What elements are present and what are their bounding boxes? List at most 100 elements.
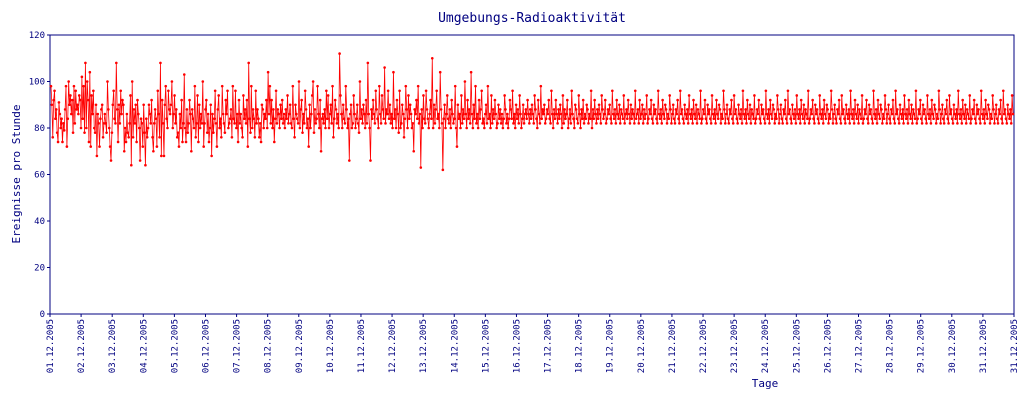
data-point	[349, 103, 353, 107]
data-point	[803, 122, 807, 125]
data-point	[333, 98, 337, 102]
data-point	[137, 126, 141, 130]
x-tick-label: 09.12.2005	[295, 319, 305, 373]
data-point	[609, 117, 612, 120]
data-point	[369, 159, 372, 162]
data-point	[69, 94, 72, 97]
data-point	[226, 89, 229, 93]
data-point	[713, 108, 716, 111]
data-point	[506, 126, 510, 130]
data-point	[875, 122, 879, 125]
data-point	[448, 108, 452, 111]
data-point	[665, 122, 669, 125]
data-point	[925, 122, 928, 125]
data-point	[271, 126, 274, 130]
data-point	[209, 103, 213, 107]
data-point	[76, 103, 79, 107]
data-point	[385, 108, 388, 111]
data-point	[311, 80, 315, 83]
data-point	[531, 112, 535, 116]
data-point	[415, 98, 418, 102]
data-point	[409, 112, 413, 116]
data-point	[229, 108, 233, 111]
data-point	[272, 108, 275, 111]
data-point	[475, 112, 479, 116]
x-tick-label: 21.12.2005	[668, 319, 678, 373]
data-point	[663, 117, 666, 120]
data-point	[154, 117, 158, 120]
data-point	[801, 117, 805, 120]
data-point	[486, 84, 490, 88]
data-point	[730, 98, 733, 102]
data-point	[85, 126, 88, 130]
data-point	[994, 112, 997, 116]
data-point	[234, 89, 237, 93]
data-point	[484, 103, 488, 107]
data-point	[356, 122, 360, 125]
data-point	[152, 122, 156, 125]
data-point	[861, 122, 865, 125]
data-point	[438, 126, 441, 130]
data-point	[117, 103, 121, 107]
data-point	[513, 126, 517, 130]
data-point	[352, 94, 356, 97]
data-point	[483, 126, 486, 130]
data-point	[241, 136, 244, 139]
data-point	[392, 70, 395, 74]
data-point	[643, 117, 647, 120]
data-point	[968, 94, 972, 97]
data-point	[821, 122, 825, 125]
data-point	[667, 117, 671, 120]
data-point	[268, 84, 272, 88]
data-point	[1001, 122, 1004, 125]
data-point	[145, 136, 149, 139]
data-point	[625, 108, 628, 111]
data-point	[89, 145, 93, 148]
x-axis-ticks: 01.12.2005 02.12.2005 03.12.2005 04.12.2005…	[46, 314, 1020, 373]
data-point	[357, 131, 361, 134]
data-point	[602, 117, 605, 120]
data-point	[310, 94, 314, 97]
data-point	[265, 98, 268, 102]
data-point	[687, 94, 691, 97]
data-point	[231, 84, 235, 88]
data-point	[425, 108, 429, 111]
data-point	[62, 129, 66, 132]
data-point	[379, 122, 383, 125]
data-point	[451, 112, 454, 116]
data-point	[729, 112, 732, 116]
data-point	[979, 122, 982, 125]
data-point	[627, 112, 631, 116]
data-point	[833, 103, 837, 107]
data-point	[340, 126, 344, 130]
data-point	[286, 94, 289, 97]
data-point	[562, 122, 566, 125]
data-point	[355, 117, 358, 120]
data-point	[995, 117, 999, 120]
data-point	[899, 112, 903, 116]
data-point	[442, 117, 446, 120]
data-point	[257, 136, 261, 139]
data-point	[647, 117, 650, 120]
data-point	[637, 122, 641, 125]
data-point	[330, 122, 333, 125]
data-point	[68, 103, 71, 107]
data-point	[737, 103, 740, 107]
data-point	[884, 108, 888, 111]
data-point	[348, 159, 351, 162]
data-point	[619, 108, 623, 111]
data-point	[55, 108, 58, 111]
data-point	[300, 98, 303, 102]
data-point	[921, 103, 925, 107]
data-point	[775, 117, 778, 120]
data-point	[517, 122, 521, 125]
data-point	[743, 117, 746, 120]
data-point	[126, 131, 130, 134]
data-point	[380, 94, 384, 97]
data-point	[623, 122, 626, 125]
data-point	[174, 122, 177, 125]
data-point	[840, 94, 844, 97]
data-point	[200, 122, 204, 125]
data-point	[292, 117, 296, 120]
data-point	[653, 112, 656, 116]
